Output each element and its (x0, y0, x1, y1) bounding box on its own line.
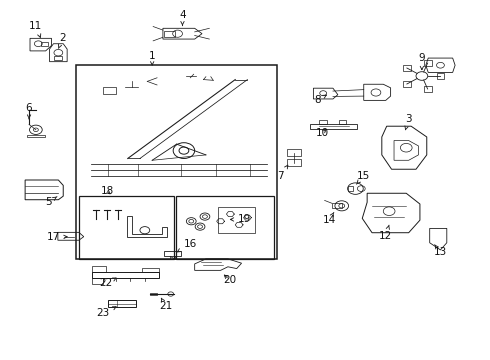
Text: 20: 20 (223, 275, 236, 285)
Text: 23: 23 (97, 307, 116, 318)
Text: 9: 9 (418, 53, 425, 69)
Text: 10: 10 (316, 128, 329, 138)
Bar (332, 203, 342, 208)
Text: 16: 16 (177, 239, 197, 252)
Bar (175, 196, 274, 259)
Bar (76, 65, 277, 259)
Text: 3: 3 (405, 114, 412, 130)
Text: 18: 18 (100, 186, 114, 197)
Text: 17: 17 (47, 232, 67, 242)
Text: 8: 8 (314, 95, 326, 105)
Text: 1: 1 (149, 51, 155, 65)
Text: 15: 15 (357, 171, 370, 184)
Text: 4: 4 (179, 10, 186, 26)
Text: 5: 5 (45, 197, 57, 207)
Text: 2: 2 (58, 33, 66, 48)
Text: 6: 6 (25, 103, 32, 119)
Bar (41, 42, 48, 45)
Text: 21: 21 (159, 298, 172, 311)
Bar (347, 186, 353, 191)
Bar (54, 55, 62, 60)
Bar (79, 196, 174, 259)
Text: 7: 7 (277, 165, 288, 181)
Text: 12: 12 (379, 225, 392, 240)
Text: 19: 19 (230, 215, 251, 224)
Text: 22: 22 (99, 278, 116, 288)
Text: 14: 14 (322, 212, 336, 225)
Text: 11: 11 (29, 21, 43, 37)
Text: 13: 13 (434, 245, 447, 257)
